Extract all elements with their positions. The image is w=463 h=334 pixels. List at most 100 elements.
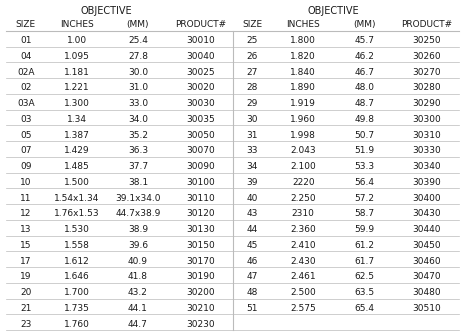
Text: 46.7: 46.7 — [355, 68, 375, 77]
Text: 35.2: 35.2 — [128, 131, 148, 140]
Text: 30190: 30190 — [186, 272, 214, 281]
Text: 2.100: 2.100 — [290, 162, 316, 171]
Text: 40.9: 40.9 — [128, 257, 148, 266]
Text: 33.0: 33.0 — [128, 99, 148, 108]
Text: 30030: 30030 — [186, 99, 214, 108]
Text: 30090: 30090 — [186, 162, 214, 171]
Text: 30120: 30120 — [186, 209, 214, 218]
Text: 23: 23 — [20, 320, 31, 329]
Text: 30100: 30100 — [186, 178, 214, 187]
Text: 37.7: 37.7 — [128, 162, 148, 171]
Text: 2310: 2310 — [292, 209, 315, 218]
Text: 30250: 30250 — [413, 36, 441, 45]
Text: 50.7: 50.7 — [354, 131, 375, 140]
Text: 03A: 03A — [17, 99, 35, 108]
Text: SIZE: SIZE — [16, 20, 36, 29]
Text: 1.76x1.53: 1.76x1.53 — [54, 209, 100, 218]
Text: 49.8: 49.8 — [355, 115, 375, 124]
Text: 44.7: 44.7 — [128, 320, 148, 329]
Text: 2.250: 2.250 — [290, 194, 316, 203]
Text: 1.840: 1.840 — [290, 68, 316, 77]
Text: 17: 17 — [20, 257, 31, 266]
Text: 1.998: 1.998 — [290, 131, 316, 140]
Text: 63.5: 63.5 — [354, 288, 375, 297]
Text: 1.646: 1.646 — [64, 272, 90, 281]
Text: 30110: 30110 — [186, 194, 214, 203]
Text: 13: 13 — [20, 225, 31, 234]
Text: 30.0: 30.0 — [128, 68, 148, 77]
Text: 34: 34 — [247, 162, 258, 171]
Text: 21: 21 — [20, 304, 31, 313]
Text: 31.0: 31.0 — [128, 84, 148, 93]
Text: 1.800: 1.800 — [290, 36, 316, 45]
Text: 30280: 30280 — [413, 84, 441, 93]
Text: 1.095: 1.095 — [64, 52, 90, 61]
Text: 51.9: 51.9 — [354, 146, 375, 155]
Text: 39.6: 39.6 — [128, 241, 148, 250]
Text: 30210: 30210 — [186, 304, 214, 313]
Text: 1.820: 1.820 — [290, 52, 316, 61]
Text: 30440: 30440 — [413, 225, 441, 234]
Text: 07: 07 — [20, 146, 31, 155]
Text: 2.461: 2.461 — [290, 272, 316, 281]
Text: PRODUCT#: PRODUCT# — [401, 20, 452, 29]
Text: 45.7: 45.7 — [355, 36, 375, 45]
Text: 40: 40 — [247, 194, 258, 203]
Text: 34.0: 34.0 — [128, 115, 148, 124]
Text: OBJECTIVE: OBJECTIVE — [81, 6, 132, 16]
Text: 1.960: 1.960 — [290, 115, 316, 124]
Text: 43: 43 — [247, 209, 258, 218]
Text: 30480: 30480 — [413, 288, 441, 297]
Text: 46: 46 — [247, 257, 258, 266]
Text: 30035: 30035 — [186, 115, 214, 124]
Text: 30400: 30400 — [413, 194, 441, 203]
Text: 30270: 30270 — [413, 68, 441, 77]
Text: 38.9: 38.9 — [128, 225, 148, 234]
Text: 45: 45 — [247, 241, 258, 250]
Text: 30130: 30130 — [186, 225, 214, 234]
Text: 11: 11 — [20, 194, 31, 203]
Text: 57.2: 57.2 — [355, 194, 375, 203]
Text: 1.485: 1.485 — [64, 162, 90, 171]
Text: 1.00: 1.00 — [67, 36, 87, 45]
Text: 44.1: 44.1 — [128, 304, 148, 313]
Text: 12: 12 — [20, 209, 31, 218]
Text: 30510: 30510 — [413, 304, 441, 313]
Text: 1.54x1.34: 1.54x1.34 — [54, 194, 100, 203]
Text: 05: 05 — [20, 131, 31, 140]
Text: 30: 30 — [247, 115, 258, 124]
Text: 46.2: 46.2 — [355, 52, 375, 61]
Text: 2.360: 2.360 — [290, 225, 316, 234]
Text: 02A: 02A — [17, 68, 35, 77]
Text: 15: 15 — [20, 241, 31, 250]
Text: 02: 02 — [20, 84, 31, 93]
Text: 1.34: 1.34 — [67, 115, 87, 124]
Text: 01: 01 — [20, 36, 31, 45]
Text: 10: 10 — [20, 178, 31, 187]
Text: 1.387: 1.387 — [64, 131, 90, 140]
Text: 44.7x38.9: 44.7x38.9 — [115, 209, 161, 218]
Text: 1.530: 1.530 — [64, 225, 90, 234]
Text: 58.7: 58.7 — [354, 209, 375, 218]
Text: 65.4: 65.4 — [355, 304, 375, 313]
Text: OBJECTIVE: OBJECTIVE — [307, 6, 359, 16]
Text: 03: 03 — [20, 115, 31, 124]
Text: 61.7: 61.7 — [354, 257, 375, 266]
Text: 1.221: 1.221 — [64, 84, 90, 93]
Text: 48.0: 48.0 — [355, 84, 375, 93]
Text: 48: 48 — [247, 288, 258, 297]
Text: 30070: 30070 — [186, 146, 214, 155]
Text: 51: 51 — [247, 304, 258, 313]
Text: 30200: 30200 — [186, 288, 214, 297]
Text: 44: 44 — [247, 225, 258, 234]
Text: 30340: 30340 — [413, 162, 441, 171]
Text: 30020: 30020 — [186, 84, 214, 93]
Text: 2220: 2220 — [292, 178, 314, 187]
Text: 27: 27 — [247, 68, 258, 77]
Text: 09: 09 — [20, 162, 31, 171]
Text: 1.700: 1.700 — [64, 288, 90, 297]
Text: 27.8: 27.8 — [128, 52, 148, 61]
Text: INCHES: INCHES — [287, 20, 320, 29]
Text: 2.410: 2.410 — [290, 241, 316, 250]
Text: 1.612: 1.612 — [64, 257, 90, 266]
